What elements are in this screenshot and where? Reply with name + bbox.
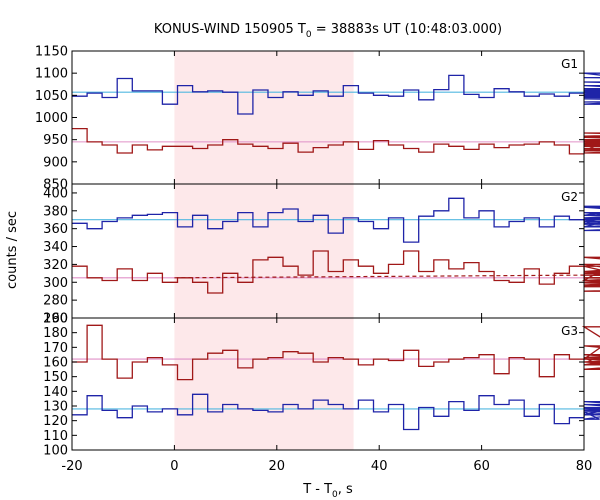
x-tick-label: 60	[473, 459, 490, 474]
y-tick-label: 150	[43, 370, 68, 385]
y-tick-label: 320	[43, 258, 68, 273]
y-tick-label: 850	[43, 178, 68, 193]
y-tick-label: 950	[43, 133, 68, 148]
y-tick-label: 130	[43, 400, 68, 415]
y-tick-label: 1100	[35, 67, 68, 82]
y-tick-label: 120	[43, 414, 68, 429]
chart-title: KONUS-WIND 150905 T0 = 38883s UT (10:48:…	[154, 22, 502, 40]
y-tick-label: 900	[43, 155, 68, 170]
y-tick-label: 280	[43, 294, 68, 309]
y-tick-label: 160	[43, 356, 68, 371]
text-layer: 8509009501000105011001150G12602803003203…	[35, 45, 592, 475]
x-tick-label: 40	[371, 459, 388, 474]
y-tick-label: 1150	[35, 45, 68, 60]
panel-frame	[71, 317, 585, 451]
y-tick-label: 1000	[35, 111, 68, 126]
panel-label-g3: G3	[561, 324, 578, 338]
g2-background-line-2	[174, 274, 585, 279]
y-tick-label: 400	[43, 186, 68, 201]
x-axis-label: T - T0, s	[302, 482, 353, 500]
y-tick-label: 100	[43, 444, 68, 459]
panel-label-g1: G1	[561, 57, 578, 71]
y-tick-label: 300	[43, 276, 68, 291]
y-tick-label: 360	[43, 222, 68, 237]
x-tick-label: 80	[576, 459, 593, 474]
y-tick-label: 340	[43, 240, 68, 255]
x-tick-label: 20	[269, 459, 286, 474]
y-tick-label: 140	[43, 385, 68, 400]
y-tick-label: 170	[43, 341, 68, 356]
y-tick-label: 380	[43, 204, 68, 219]
y-tick-label: 180	[43, 326, 68, 341]
y-axis-label: counts / sec	[5, 211, 20, 289]
frame-layer	[71, 50, 585, 451]
x-tick-label: 0	[170, 459, 178, 474]
panel-label-g2: G2	[561, 190, 578, 204]
y-tick-label: 1050	[35, 89, 68, 104]
y-tick-label: 260	[43, 312, 68, 327]
y-tick-label: 190	[43, 312, 68, 327]
y-tick-label: 110	[43, 429, 68, 444]
x-tick-label: -20	[61, 459, 82, 474]
